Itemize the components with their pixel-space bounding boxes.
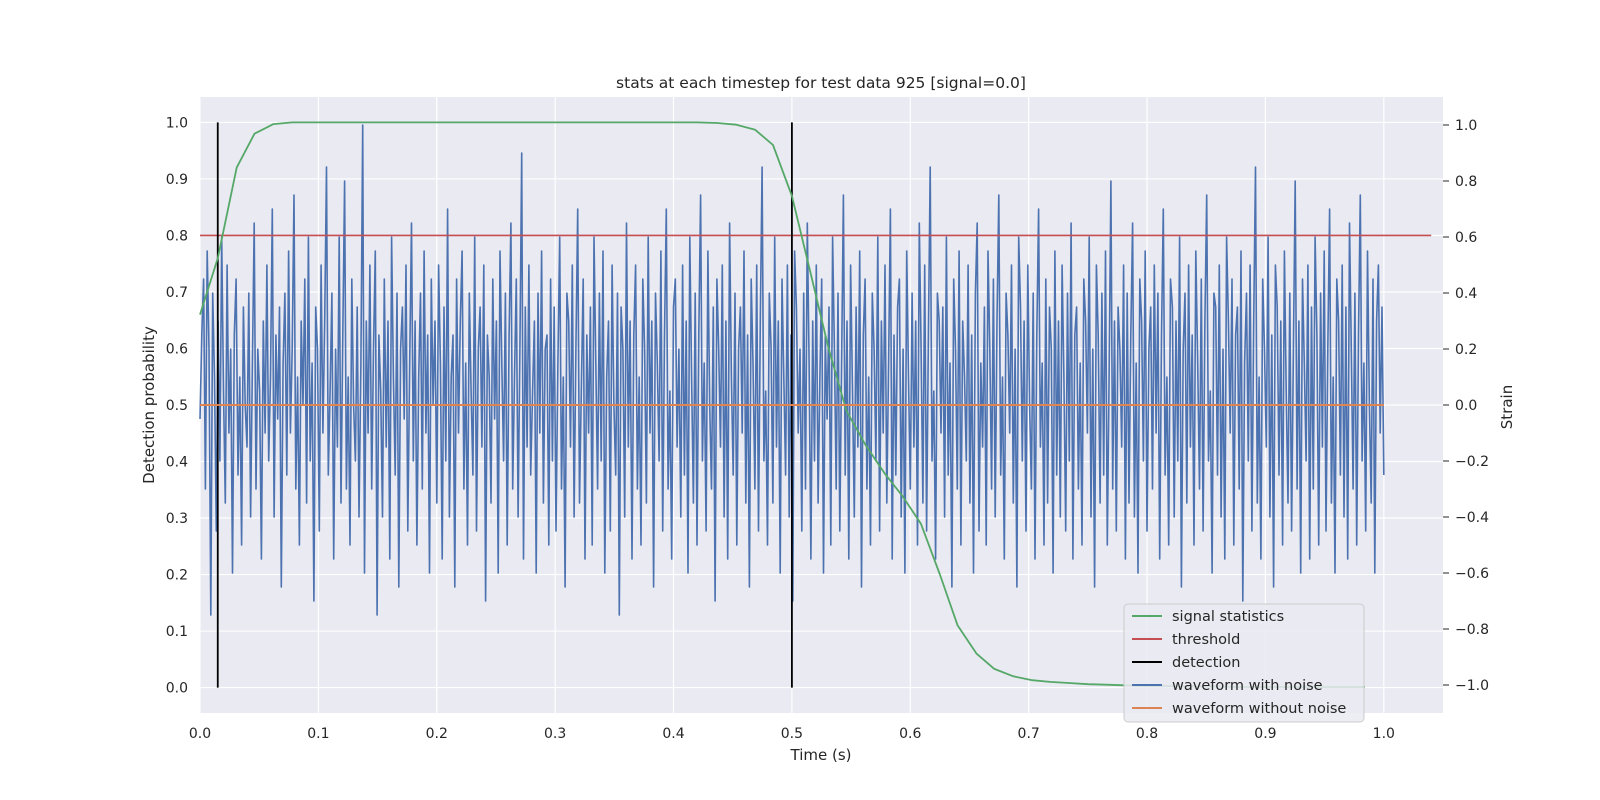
y2-tick-label: 1.0 bbox=[1455, 118, 1477, 134]
legend-box bbox=[1123, 603, 1365, 723]
y-tick-label: 0.1 bbox=[166, 624, 188, 640]
chart-title: stats at each timestep for test data 925… bbox=[616, 74, 1026, 92]
legend: signal statistics threshold detection wavef… bbox=[1123, 603, 1365, 723]
x-tick-label: 0.6 bbox=[899, 726, 921, 742]
y-tick-label: 0.4 bbox=[166, 455, 188, 471]
x-tick-label: 0.2 bbox=[426, 726, 448, 742]
y2-tick-label: 0.6 bbox=[1455, 230, 1477, 246]
x-tick-label: 0.3 bbox=[544, 726, 566, 742]
x-tick-label: 0.7 bbox=[1018, 726, 1040, 742]
x-tick-label: 0.9 bbox=[1254, 726, 1276, 742]
y2-tick-label: −0.2 bbox=[1455, 454, 1489, 470]
x-tick-label: 1.0 bbox=[1373, 726, 1395, 742]
x-axis-ticks: 0.0 0.1 0.2 0.3 0.4 0.5 0.6 0.7 0.8 0.9 1.0 bbox=[189, 726, 1395, 742]
y2-tick-label: −0.6 bbox=[1455, 566, 1489, 582]
legend-label: signal statistics bbox=[1172, 609, 1284, 625]
y2-tick-label: −1.0 bbox=[1455, 678, 1489, 694]
y2-tick-label: 0.8 bbox=[1455, 174, 1477, 190]
y-tick-label: 0.6 bbox=[166, 341, 188, 357]
y-tick-label: 0.2 bbox=[166, 568, 188, 584]
legend-label: threshold bbox=[1172, 632, 1240, 648]
y-tick-label: 0.7 bbox=[166, 285, 188, 301]
x-tick-label: 0.1 bbox=[307, 726, 329, 742]
y-tick-label: 1.0 bbox=[166, 115, 188, 131]
y2-tick-label: −0.4 bbox=[1455, 510, 1489, 526]
x-tick-label: 0.5 bbox=[781, 726, 803, 742]
y-tick-label: 0.9 bbox=[166, 172, 188, 188]
legend-label: detection bbox=[1172, 655, 1240, 671]
y-tick-label: 0.5 bbox=[166, 398, 188, 414]
series bbox=[199, 121, 1432, 688]
legend-label: waveform with noise bbox=[1172, 678, 1323, 694]
y2-tick-label: −0.8 bbox=[1455, 622, 1489, 638]
legend-label: waveform without noise bbox=[1172, 701, 1346, 717]
y-axis-label: Detection probability bbox=[140, 326, 158, 484]
x-tick-label: 0.8 bbox=[1136, 726, 1158, 742]
x-tick-label: 0.4 bbox=[662, 726, 684, 742]
y-tick-label: 0.3 bbox=[166, 511, 188, 527]
y-axis-ticks: 0.0 0.1 0.2 0.3 0.4 0.5 0.6 0.7 0.8 0.9 1.0 bbox=[166, 115, 188, 696]
y2-axis-label: Strain bbox=[1498, 385, 1516, 429]
y2-axis-ticks: −1.0 −0.8 −0.6 −0.4 −0.2 0.0 0.2 0.4 0.6 0.8 1.0 bbox=[1443, 118, 1489, 694]
y-tick-label: 0.8 bbox=[166, 228, 188, 244]
y2-tick-label: 0.0 bbox=[1455, 398, 1477, 414]
y2-tick-label: 0.4 bbox=[1455, 286, 1477, 302]
x-axis-label: Time (s) bbox=[790, 746, 852, 764]
y-tick-label: 0.0 bbox=[166, 681, 188, 697]
y2-tick-label: 0.2 bbox=[1455, 342, 1477, 358]
x-tick-label: 0.0 bbox=[189, 726, 211, 742]
